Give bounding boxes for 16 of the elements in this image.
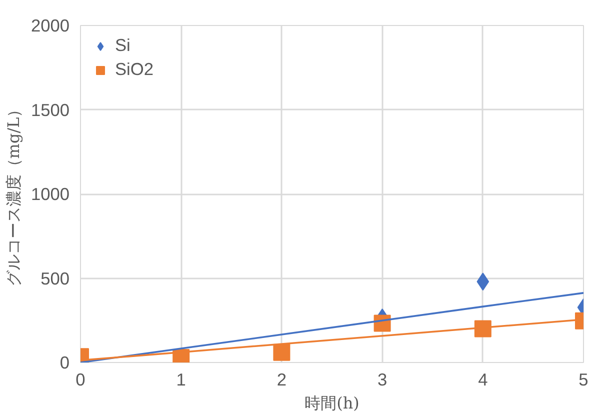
legend-label: Si [115,35,132,56]
legend-label: SiO2 [115,59,154,80]
y-tick-label: 500 [40,268,70,288]
x-tick-label: 1 [176,370,186,390]
x-tick-label: 0 [76,370,86,390]
x-tick-label: 5 [578,370,588,390]
x-tick-label: 2 [276,370,287,390]
line-series [80,292,584,362]
y-tick-label: 0 [60,352,70,372]
x-axis-title: 時間(h) [304,394,360,412]
y-axis-title: グルコース濃度（mg/L） [4,101,23,287]
y-tick-label: 1500 [30,100,70,120]
x-tick-label: 3 [377,370,388,390]
y-tick-label: 1000 [30,184,70,204]
y-tick-label: 2000 [30,16,70,36]
x-tick-label: 4 [478,370,488,390]
